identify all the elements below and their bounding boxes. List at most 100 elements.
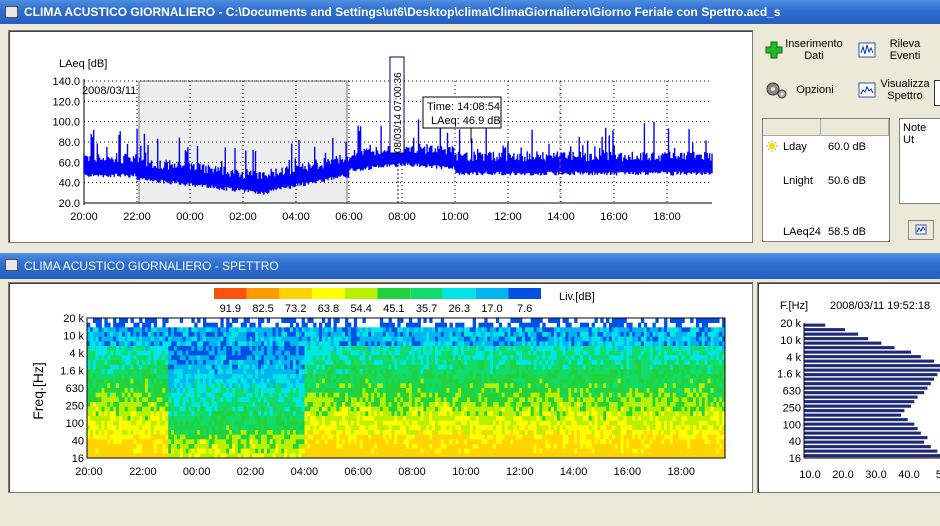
spectrogram-cell — [542, 383, 546, 389]
notes-field[interactable]: Note Ut — [899, 118, 940, 204]
spectrogram-cell — [310, 332, 314, 337]
options-button[interactable]: Opzioni — [765, 80, 841, 100]
spectrogram-cell — [423, 392, 427, 398]
spectrogram-cell — [307, 402, 311, 407]
spectrogram-cell — [153, 341, 157, 347]
spectrogram-cell — [104, 444, 108, 449]
spectrogram-cell — [313, 448, 317, 454]
spectrogram-cell — [295, 392, 300, 398]
spectrogram-cell — [565, 360, 569, 365]
spectrogram-cell — [469, 383, 474, 389]
spectrum-window-titlebar[interactable]: CLIMA ACUSTICO GIORNALIERO - SPETTRO — [0, 253, 940, 279]
spectrogram-cell — [121, 327, 126, 333]
spectrogram-cell — [420, 392, 424, 398]
spectrogram-cell — [87, 369, 91, 375]
spectrogram-cell — [261, 416, 265, 421]
spectrogram-cell — [176, 453, 181, 459]
spectrogram-cell — [142, 434, 146, 440]
spectrogram-cell — [388, 336, 392, 342]
spectrogram-cell — [359, 388, 363, 393]
spectrogram-cell — [524, 336, 529, 342]
spectrogram-cell — [359, 448, 363, 454]
spectrogram-cell — [394, 388, 398, 393]
main-window-titlebar[interactable]: CLIMA ACUSTICO GIORNALIERO - C:\Document… — [0, 0, 940, 24]
spectrogram-cell — [350, 430, 355, 435]
spectrogram-cell — [429, 448, 433, 454]
spectrogram-cell — [139, 420, 143, 426]
spectrogram-cell — [287, 416, 291, 421]
spectrogram-cell — [359, 383, 363, 389]
detect-events-button[interactable]: Rileva Eventi — [858, 38, 934, 62]
spectrogram-cell — [226, 346, 230, 351]
spectrogram-cell — [188, 439, 192, 445]
spectrogram-cell — [348, 350, 352, 356]
spectrogram-cell — [226, 425, 230, 431]
spectrogram-cell — [89, 411, 94, 417]
spectrogram-cell — [104, 392, 108, 398]
spectrogram-cell — [95, 336, 99, 342]
spectrogram-cell — [188, 388, 192, 393]
spectrogram-cell — [234, 425, 239, 431]
spectrogram-cell — [292, 411, 297, 417]
small-chart-button[interactable] — [908, 220, 934, 240]
spectrogram-cell — [156, 346, 160, 351]
spectrogram-cell — [461, 416, 465, 421]
spectrogram-cell — [301, 336, 305, 342]
spectrogram-cell — [142, 392, 146, 398]
spectrogram-cell — [278, 416, 282, 421]
clipped-button[interactable] — [934, 80, 940, 106]
spectrogram-cell — [498, 332, 503, 337]
spectrogram-cell — [223, 430, 227, 435]
spectrogram-cell — [255, 444, 259, 449]
spectrogram-cell — [304, 322, 308, 328]
spectrogram-cell — [551, 425, 555, 431]
spectrogram-cell — [147, 430, 152, 435]
spectrogram-cell — [127, 332, 131, 337]
spectrogram-cell — [548, 388, 552, 393]
spectrogram-cell — [168, 360, 172, 365]
spectrogram-cell — [327, 448, 331, 454]
spectrogram-cell — [388, 350, 392, 356]
spectrogram-cell — [255, 383, 259, 389]
spectrogram-cell — [345, 360, 349, 365]
spectrogram-cell — [498, 360, 503, 365]
spectrogram-cell — [278, 332, 282, 337]
spectrogram-cell — [258, 350, 262, 356]
spectrogram-cell — [333, 364, 337, 370]
spectrogram-cell — [348, 336, 352, 342]
spectrogram-cell — [208, 341, 213, 347]
spectrogram-cell — [292, 392, 297, 398]
spectrogram-cell — [542, 360, 546, 365]
spectrogram-cell — [171, 448, 175, 454]
spectrogram-cell — [313, 341, 317, 347]
spectrogram-cell — [130, 406, 134, 412]
spectrogram-cell — [232, 369, 236, 375]
spectrogram-cell — [527, 402, 532, 407]
spectrogram-cell — [524, 444, 529, 449]
spectrogram-cell — [301, 360, 305, 365]
spectrogram-cell — [295, 332, 300, 337]
spectrogram-cell — [510, 430, 514, 435]
spectrogram-cell — [89, 364, 94, 370]
spectrogram-cell — [272, 425, 276, 431]
spectrogram-cell — [385, 439, 389, 445]
spectrogram-cell — [211, 360, 215, 365]
spectrogram-cell — [513, 416, 517, 421]
spectrogram-cell — [548, 378, 552, 384]
spectrogram-cell — [292, 434, 297, 440]
spectrogram-cell — [510, 411, 514, 417]
spectrogram-cell — [194, 383, 198, 389]
spectrogram-cell — [182, 434, 186, 440]
spectrogram-cell — [458, 439, 462, 445]
insert-data-button[interactable]: Inserimento Dati — [765, 38, 845, 62]
spectrogram-cell — [400, 364, 404, 370]
show-spectrum-button[interactable]: Visualizza Spettro — [858, 78, 934, 102]
spectrogram-cell — [417, 346, 421, 351]
spectrogram-cell — [110, 364, 114, 370]
spectrogram-cell — [501, 360, 505, 365]
spectrogram-cell — [524, 378, 529, 384]
spectrogram-cell — [136, 406, 140, 412]
spectrogram-cell — [350, 346, 355, 351]
spectrogram-cell — [287, 355, 291, 361]
spectrogram-cell — [551, 430, 555, 435]
